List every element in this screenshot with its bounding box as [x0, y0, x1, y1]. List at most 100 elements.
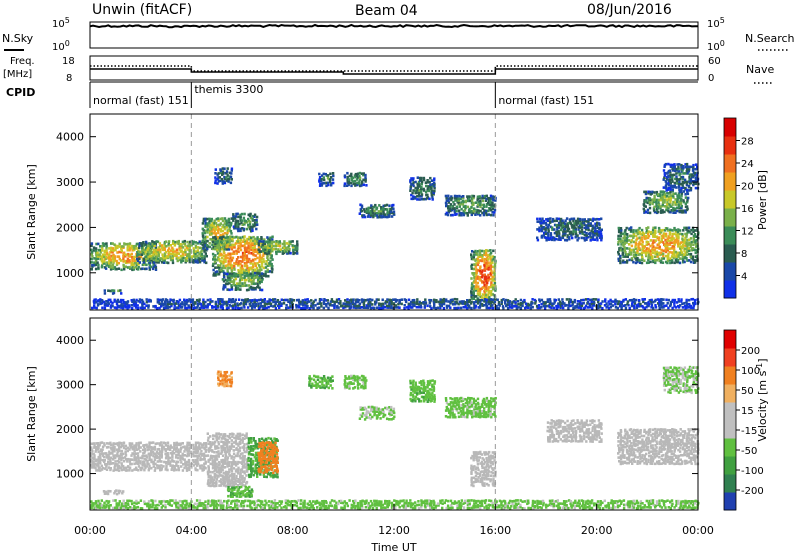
scatter-cell [540, 306, 543, 309]
scatter-cell [668, 230, 672, 234]
scatter-cell [360, 209, 364, 213]
scatter-cell [183, 454, 186, 457]
scatter-cell [111, 304, 114, 308]
scatter-cell [166, 447, 170, 451]
scatter-cell [242, 227, 246, 231]
scatter-cell [243, 258, 246, 261]
scatter-cell [500, 300, 503, 304]
scatter-cell [561, 298, 564, 301]
scatter-cell [234, 298, 237, 302]
scatter-cell [489, 251, 493, 255]
scatter-cell [659, 198, 663, 202]
scatter-cell [687, 243, 690, 246]
scatter-cell [114, 456, 117, 460]
scatter-cell [660, 306, 663, 309]
scatter-cell [204, 241, 207, 244]
scatter-cell [105, 244, 108, 248]
scatter-cell [133, 458, 136, 462]
scatter-cell [130, 244, 134, 248]
scatter-cell [643, 209, 646, 213]
scatter-cell [671, 173, 674, 177]
scatter-cell [99, 245, 102, 248]
scatter-cell [103, 242, 107, 246]
scatter-cell [645, 261, 649, 265]
scatter-cell [550, 302, 554, 305]
scatter-cell [677, 170, 680, 173]
scatter-cell [102, 455, 106, 459]
scatter-cell [176, 251, 179, 254]
scatter-cell [677, 255, 680, 258]
scatter-cell [489, 249, 492, 252]
scatter-cell [503, 300, 507, 303]
scatter-cell [141, 244, 144, 247]
scatter-cell [137, 446, 140, 449]
scatter-cell [555, 219, 559, 222]
scatter-cell [638, 226, 641, 230]
scatter-cell [204, 240, 208, 243]
freq-label: Freq. [10, 56, 35, 67]
scatter-cell [268, 300, 271, 303]
scatter-cell [101, 452, 104, 455]
scatter-cell [252, 260, 255, 263]
scatter-cell [174, 456, 178, 459]
scatter-cell [660, 248, 663, 252]
scatter-cell [234, 277, 238, 281]
scatter-cell [111, 255, 115, 259]
scatter-cell [669, 171, 672, 174]
scatter-cell [420, 182, 423, 186]
scatter-cell [634, 245, 637, 249]
scatter-cell [585, 226, 588, 230]
scatter-cell [229, 229, 233, 233]
scatter-cell [98, 454, 102, 457]
scatter-cell [478, 289, 482, 292]
scatter-cell [676, 206, 679, 210]
scatter-cell [116, 442, 119, 445]
scatter-cell [286, 298, 289, 302]
scatter-cell [214, 226, 218, 229]
scatter-cell [579, 222, 582, 225]
scatter-cell [538, 298, 541, 301]
scatter-cell [285, 242, 289, 245]
scatter-cell [634, 255, 638, 258]
scatter-cell [98, 255, 101, 258]
scatter-cell [289, 305, 292, 308]
scatter-cell [483, 290, 486, 293]
scatter-cell [225, 171, 228, 175]
scatter-cell [688, 238, 691, 242]
scatter-cell [429, 305, 432, 308]
scatter-cell [105, 463, 109, 466]
scatter-cell [119, 452, 123, 456]
scatter-cell [637, 305, 641, 308]
scatter-cell [542, 226, 545, 229]
scatter-cell [211, 305, 214, 308]
scatter-cell [194, 306, 197, 309]
scatter-cell [630, 248, 633, 252]
scatter-cell [135, 443, 138, 447]
scatter-cell [213, 219, 216, 223]
scatter-cell [586, 300, 590, 304]
scatter-cell [277, 244, 280, 247]
scatter-cell [652, 306, 655, 310]
scatter-cell [625, 261, 629, 264]
scatter-cell [566, 224, 569, 227]
scatter-cell [230, 169, 233, 172]
scatter-cell [654, 226, 657, 229]
scatter-cell [470, 265, 473, 268]
scatter-cell [485, 197, 488, 201]
scatter-cell [369, 212, 373, 215]
scatter-cell [662, 302, 665, 305]
scatter-cell [415, 300, 419, 304]
scatter-cell [561, 303, 564, 307]
scatter-cell [153, 455, 156, 459]
scatter-cell [169, 451, 172, 455]
scatter-cell [136, 306, 139, 310]
scatter-cell [146, 253, 149, 256]
scatter-cell [418, 305, 421, 309]
scatter-cell [598, 218, 601, 221]
scatter-cell [250, 280, 253, 283]
scatter-cell [664, 186, 668, 190]
scatter-cell [256, 256, 259, 260]
scatter-cell [214, 221, 218, 225]
scatter-cell [677, 186, 681, 189]
scatter-cell [222, 286, 225, 289]
